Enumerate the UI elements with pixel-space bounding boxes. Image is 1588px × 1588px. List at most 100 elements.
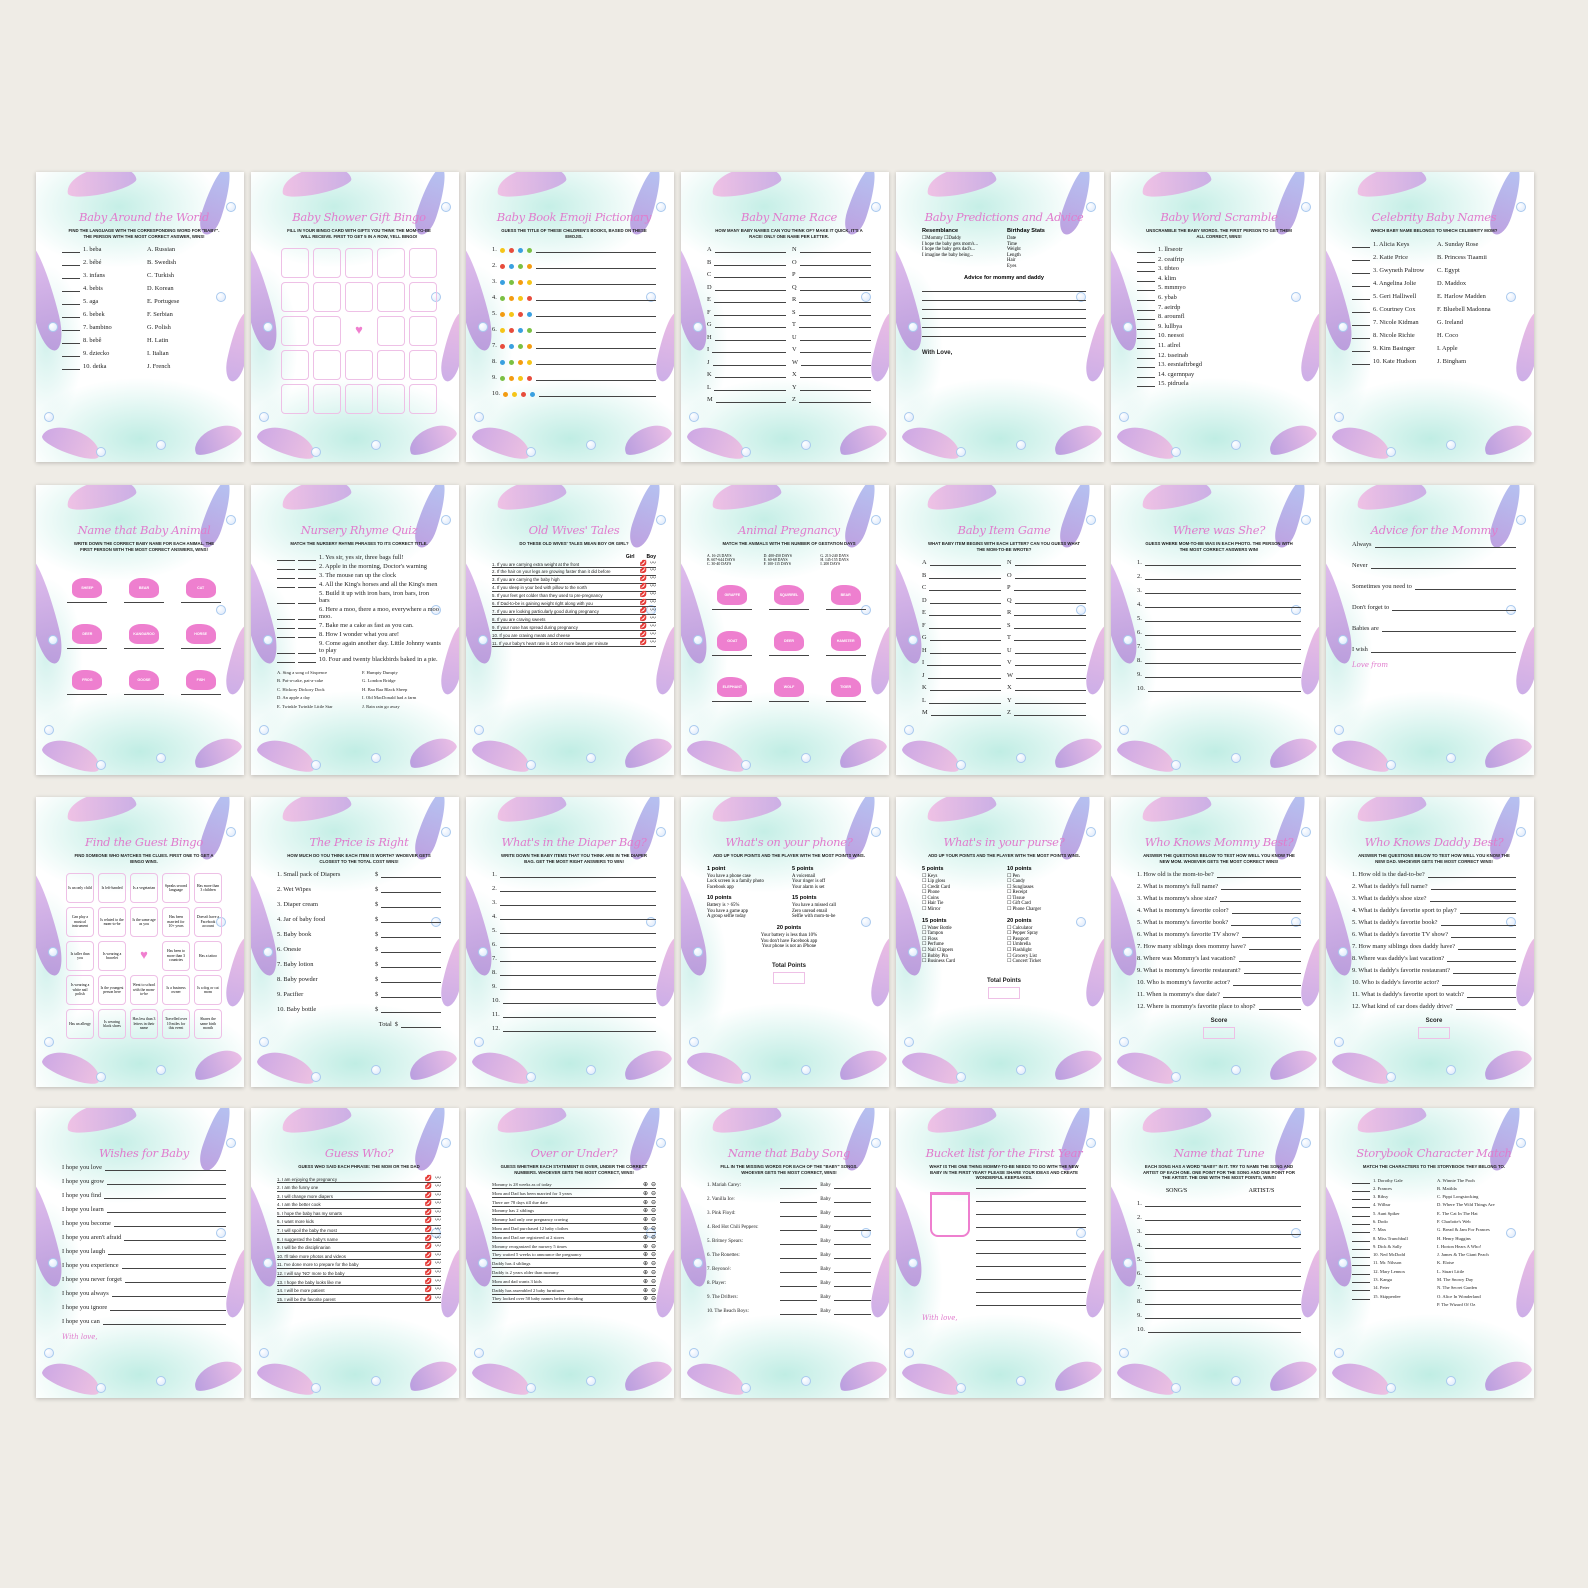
up-arrow-icon[interactable]: ⊕ bbox=[642, 1190, 648, 1197]
down-arrow-icon[interactable]: ⊖ bbox=[650, 1287, 656, 1294]
bingo-cell[interactable]: Has been married for 10+ years bbox=[162, 907, 190, 937]
mustache-icon[interactable]: 〰 bbox=[649, 592, 656, 599]
bingo-cell[interactable]: ♥ bbox=[130, 941, 158, 969]
bingo-cell[interactable]: Is wearing black shoes bbox=[98, 1009, 126, 1039]
bingo-cell[interactable]: Doesn't have a Facebook account bbox=[194, 907, 222, 937]
up-arrow-icon[interactable]: ⊕ bbox=[642, 1269, 648, 1276]
bingo-cell[interactable] bbox=[345, 248, 373, 278]
bingo-cell[interactable]: Has more than 3 children bbox=[194, 873, 222, 903]
lips-icon[interactable]: 💋 bbox=[424, 1270, 432, 1277]
lips-icon[interactable]: 💋 bbox=[424, 1192, 432, 1199]
score-input[interactable] bbox=[988, 986, 1020, 999]
lips-icon[interactable]: 💋 bbox=[424, 1209, 432, 1216]
lips-icon[interactable]: 💋 bbox=[639, 623, 647, 630]
up-arrow-icon[interactable]: ⊕ bbox=[642, 1287, 648, 1294]
bingo-cell[interactable] bbox=[313, 350, 341, 380]
bingo-cell[interactable] bbox=[345, 282, 373, 312]
score-input[interactable] bbox=[1203, 1027, 1235, 1039]
mustache-icon[interactable]: 〰 bbox=[649, 615, 656, 622]
lips-icon[interactable]: 💋 bbox=[639, 560, 647, 567]
up-arrow-icon[interactable]: ⊕ bbox=[642, 1182, 648, 1188]
bingo-cell[interactable]: Shares the same birth month bbox=[194, 1009, 222, 1039]
bingo-cell[interactable] bbox=[409, 350, 437, 380]
up-arrow-icon[interactable]: ⊕ bbox=[642, 1225, 648, 1232]
lips-icon[interactable]: 💋 bbox=[424, 1252, 432, 1259]
lips-icon[interactable]: 💋 bbox=[424, 1201, 432, 1208]
bingo-cell[interactable] bbox=[377, 384, 405, 414]
bingo-cell[interactable]: Has less than 3 letters in their name bbox=[130, 1009, 158, 1039]
down-arrow-icon[interactable]: ⊖ bbox=[650, 1217, 656, 1224]
bingo-cell[interactable]: Is the same age as you bbox=[130, 907, 158, 937]
lips-icon[interactable]: 💋 bbox=[639, 600, 647, 607]
down-arrow-icon[interactable]: ⊖ bbox=[650, 1243, 656, 1250]
down-arrow-icon[interactable]: ⊖ bbox=[650, 1208, 656, 1215]
bingo-cell[interactable]: ♥ bbox=[345, 316, 373, 344]
mustache-icon[interactable]: 〰 bbox=[434, 1227, 441, 1234]
down-arrow-icon[interactable]: ⊖ bbox=[650, 1252, 656, 1259]
lips-icon[interactable]: 💋 bbox=[424, 1175, 432, 1182]
bingo-cell[interactable] bbox=[313, 316, 341, 346]
bingo-cell[interactable] bbox=[281, 350, 309, 380]
lips-icon[interactable]: 💋 bbox=[424, 1278, 432, 1285]
mustache-icon[interactable]: 〰 bbox=[434, 1192, 441, 1199]
score-input[interactable] bbox=[773, 971, 805, 984]
lips-icon[interactable]: 💋 bbox=[424, 1295, 432, 1302]
up-arrow-icon[interactable]: ⊕ bbox=[642, 1208, 648, 1215]
bingo-cell[interactable] bbox=[313, 248, 341, 278]
bingo-cell[interactable] bbox=[377, 350, 405, 380]
down-arrow-icon[interactable]: ⊖ bbox=[650, 1269, 656, 1276]
up-arrow-icon[interactable]: ⊕ bbox=[642, 1199, 648, 1206]
lips-icon[interactable]: 💋 bbox=[424, 1184, 432, 1191]
bingo-cell[interactable] bbox=[377, 248, 405, 278]
mustache-icon[interactable]: 〰 bbox=[649, 576, 656, 583]
up-arrow-icon[interactable]: ⊕ bbox=[642, 1243, 648, 1250]
lips-icon[interactable]: 💋 bbox=[639, 592, 647, 599]
mustache-icon[interactable]: 〰 bbox=[649, 607, 656, 614]
mustache-icon[interactable]: 〰 bbox=[434, 1261, 441, 1268]
lips-icon[interactable]: 💋 bbox=[639, 568, 647, 575]
mustache-icon[interactable]: 〰 bbox=[649, 584, 656, 591]
bingo-cell[interactable]: Is left-handed bbox=[98, 873, 126, 903]
lips-icon[interactable]: 💋 bbox=[424, 1235, 432, 1242]
bingo-cell[interactable]: Can play a musical instrument bbox=[66, 907, 94, 937]
mustache-icon[interactable]: 〰 bbox=[649, 568, 656, 575]
bingo-cell[interactable] bbox=[409, 316, 437, 346]
mustache-icon[interactable]: 〰 bbox=[649, 631, 656, 638]
mustache-icon[interactable]: 〰 bbox=[649, 639, 656, 646]
mustache-icon[interactable]: 〰 bbox=[434, 1270, 441, 1277]
lips-icon[interactable]: 💋 bbox=[424, 1244, 432, 1251]
mustache-icon[interactable]: 〰 bbox=[649, 600, 656, 607]
mustache-icon[interactable]: 〰 bbox=[434, 1244, 441, 1251]
mustache-icon[interactable]: 〰 bbox=[434, 1175, 441, 1182]
mustache-icon[interactable]: 〰 bbox=[434, 1252, 441, 1259]
up-arrow-icon[interactable]: ⊕ bbox=[642, 1252, 648, 1259]
mustache-icon[interactable]: 〰 bbox=[434, 1201, 441, 1208]
bingo-cell[interactable]: Is a business owner bbox=[162, 975, 190, 1005]
bingo-cell[interactable] bbox=[377, 282, 405, 312]
mustache-icon[interactable]: 〰 bbox=[434, 1278, 441, 1285]
bingo-cell[interactable]: Speaks second language bbox=[162, 873, 190, 903]
lips-icon[interactable]: 💋 bbox=[639, 584, 647, 591]
lips-icon[interactable]: 💋 bbox=[424, 1227, 432, 1234]
bingo-cell[interactable]: Has a tattoo bbox=[194, 941, 222, 971]
mustache-icon[interactable]: 〰 bbox=[434, 1287, 441, 1294]
bingo-cell[interactable] bbox=[409, 282, 437, 312]
mustache-icon[interactable]: 〰 bbox=[434, 1209, 441, 1216]
bingo-cell[interactable]: Went to school with the mom-to-be bbox=[130, 975, 158, 1005]
lips-icon[interactable]: 💋 bbox=[639, 615, 647, 622]
up-arrow-icon[interactable]: ⊕ bbox=[642, 1296, 648, 1303]
bingo-cell[interactable] bbox=[313, 282, 341, 312]
down-arrow-icon[interactable]: ⊖ bbox=[650, 1296, 656, 1303]
bingo-cell[interactable]: Is a vegetarian bbox=[130, 873, 158, 903]
down-arrow-icon[interactable]: ⊖ bbox=[650, 1234, 656, 1241]
lips-icon[interactable]: 💋 bbox=[424, 1261, 432, 1268]
down-arrow-icon[interactable]: ⊖ bbox=[650, 1190, 656, 1197]
bingo-cell[interactable]: Is wearing a bracelet bbox=[98, 941, 126, 971]
lips-icon[interactable]: 💋 bbox=[639, 639, 647, 646]
bingo-cell[interactable] bbox=[281, 282, 309, 312]
bingo-cell[interactable] bbox=[281, 248, 309, 278]
bingo-cell[interactable] bbox=[281, 316, 309, 346]
mustache-icon[interactable]: 〰 bbox=[649, 560, 656, 567]
bingo-cell[interactable]: Is related to the mom-to-be bbox=[98, 907, 126, 937]
mustache-icon[interactable]: 〰 bbox=[649, 623, 656, 630]
